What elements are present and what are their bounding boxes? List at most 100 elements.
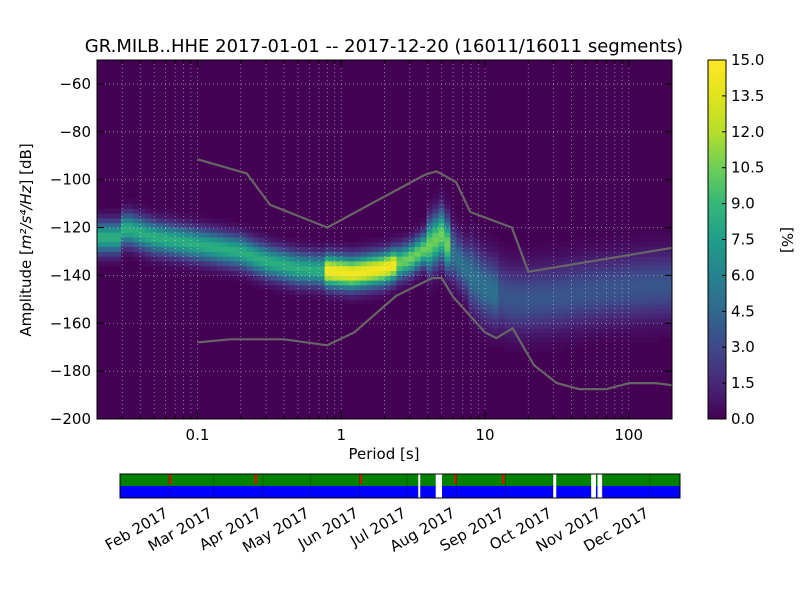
heatmap-cell <box>252 237 260 243</box>
heatmap-cell <box>108 241 116 248</box>
heatmap-cell <box>618 323 625 329</box>
heatmap-cell <box>534 332 541 339</box>
heatmap-cell <box>156 208 164 214</box>
heatmap-cell <box>336 265 343 272</box>
heatmap-cell <box>558 284 565 291</box>
heatmap-cell <box>108 208 116 214</box>
heatmap-cell <box>510 246 517 252</box>
heatmap-cell <box>324 265 331 272</box>
heatmap-cell <box>498 280 505 286</box>
heatmap-cell <box>408 280 415 286</box>
heatmap-cell <box>294 294 302 300</box>
heatmap-cell <box>588 251 595 257</box>
heatmap-cell <box>330 246 337 252</box>
heatmap-cell <box>516 299 523 305</box>
heatmap-cell <box>498 246 505 252</box>
heatmap-cell <box>372 289 379 295</box>
heatmap-cell <box>144 222 152 228</box>
heatmap-cell <box>546 270 553 276</box>
heatmap-cell <box>480 246 487 252</box>
heatmap-cell <box>210 227 218 233</box>
heatmap-cell <box>108 232 116 238</box>
heatmap-cell <box>582 294 589 300</box>
heatmap-cell <box>282 241 290 248</box>
timeline-row-data <box>120 474 680 486</box>
heatmap-cell <box>240 246 248 252</box>
heatmap-cell <box>162 256 170 262</box>
heatmap-cell <box>348 265 355 272</box>
heatmap-cell <box>318 275 325 281</box>
heatmap-cell <box>624 304 631 310</box>
heatmap-cell <box>504 261 511 267</box>
heatmap-cell <box>528 328 535 334</box>
timeline-mark <box>359 474 362 484</box>
heatmap-cell <box>540 304 547 310</box>
heatmap-cell <box>168 261 176 267</box>
heatmap-cell <box>192 270 200 276</box>
heatmap-cell <box>228 251 236 257</box>
heatmap-cell <box>348 246 355 252</box>
heatmap-cell <box>486 308 493 315</box>
timeline-gap <box>597 474 603 498</box>
heatmap-cell <box>120 246 128 252</box>
heatmap-cell <box>324 237 331 243</box>
heatmap-cell <box>606 294 613 300</box>
heatmap-cell <box>456 265 463 272</box>
heatmap-cell <box>426 246 433 252</box>
heatmap-cell <box>534 289 541 295</box>
heatmap-cell <box>552 342 559 348</box>
heatmap-cell <box>666 308 672 315</box>
heatmap-cell <box>462 222 469 228</box>
heatmap-cell <box>384 237 391 243</box>
heatmap-cell <box>450 280 457 286</box>
heatmap-cell <box>258 284 266 291</box>
heatmap-cell <box>516 342 523 348</box>
heatmap-cell <box>366 280 373 286</box>
x-tick-label: 100 <box>614 426 643 444</box>
heatmap-cell <box>510 256 517 262</box>
heatmap-cell <box>426 275 433 281</box>
heatmap-cell <box>366 284 373 291</box>
heatmap-cell <box>666 304 672 310</box>
heatmap-cell <box>660 318 667 324</box>
heatmap-cell <box>648 256 655 262</box>
heatmap-cell <box>498 261 505 267</box>
heatmap-cell <box>534 294 541 300</box>
heatmap-cell <box>282 289 290 295</box>
heatmap-cell <box>378 256 385 262</box>
heatmap-cell <box>564 246 571 252</box>
heatmap-cell <box>318 289 325 295</box>
heatmap-cell <box>618 241 625 248</box>
heatmap-cell <box>150 232 158 238</box>
heatmap-cell <box>660 237 667 243</box>
heatmap-cell <box>594 328 601 334</box>
heatmap-cell <box>402 237 409 243</box>
heatmap-cell <box>192 251 200 257</box>
heatmap-cell <box>480 299 487 305</box>
heatmap-cell <box>618 275 625 281</box>
heatmap-cell <box>108 251 116 257</box>
heatmap-cell <box>306 256 314 262</box>
heatmap-cell <box>594 265 601 272</box>
heatmap-cell <box>126 217 134 224</box>
heatmap-cell <box>510 304 517 310</box>
heatmap-cell <box>444 265 451 272</box>
heatmap-cell <box>426 213 433 219</box>
heatmap-cell <box>540 337 547 343</box>
heatmap-cell <box>294 237 302 243</box>
heatmap-cell <box>474 289 481 295</box>
heatmap-cell <box>97 208 104 214</box>
heatmap-cell <box>336 275 343 281</box>
heatmap-cell <box>624 299 631 305</box>
heatmap-cell <box>462 227 469 233</box>
heatmap-cell <box>588 308 595 315</box>
heatmap-cell <box>576 275 583 281</box>
heatmap-cell <box>354 289 361 295</box>
heatmap-cell <box>534 299 541 305</box>
heatmap-cell <box>522 342 529 348</box>
heatmap-cell <box>420 256 427 262</box>
heatmap-cell <box>516 270 523 276</box>
heatmap-cell <box>510 280 517 286</box>
heatmap-cell <box>396 284 403 291</box>
heatmap-cell <box>282 284 290 291</box>
